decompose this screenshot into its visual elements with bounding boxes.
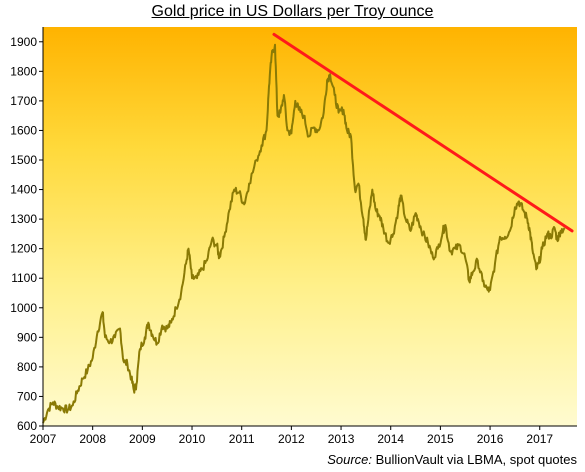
y-tick-label: 600: [17, 419, 37, 433]
y-tick-label: 1700: [10, 94, 37, 108]
source-label: Source:: [327, 452, 372, 467]
source-text: BullionVault via LBMA, spot quotes: [375, 452, 577, 467]
y-tick-label: 1200: [10, 242, 37, 256]
x-tick-label: 2017: [526, 432, 553, 446]
y-tick-label: 700: [17, 389, 37, 403]
x-tick-label: 2015: [427, 432, 454, 446]
y-tick-label: 1600: [10, 123, 37, 137]
x-tick-label: 2013: [328, 432, 355, 446]
x-tick-label: 2012: [278, 432, 305, 446]
x-tick-label: 2009: [129, 432, 156, 446]
x-tick-label: 2010: [179, 432, 206, 446]
x-tick-label: 2007: [30, 432, 57, 446]
source-caption: Source: BullionVault via LBMA, spot quot…: [327, 452, 577, 467]
x-tick-label: 2014: [377, 432, 404, 446]
x-tick-label: 2016: [477, 432, 504, 446]
plot-background: [43, 27, 577, 426]
y-tick-label: 1400: [10, 183, 37, 197]
y-tick-label: 1900: [10, 35, 37, 49]
x-tick-label: 2011: [229, 432, 255, 446]
y-tick-label: 1100: [11, 271, 37, 285]
y-tick-label: 1500: [10, 153, 37, 167]
gold-price-series-line: [42, 43, 566, 424]
y-tick-label: 900: [17, 330, 37, 344]
x-axis-ticks: 2007 2008 2009 2010 2011 2012 2013 2014 2015 2016…: [30, 426, 553, 446]
y-tick-label: 1800: [10, 64, 37, 78]
trend-line-annotation: [272, 32, 574, 233]
y-axis-ticks: 600 700 800 900 1000 1100 1200 1300 1400 1500 1600…: [10, 35, 43, 433]
y-tick-label: 800: [17, 360, 37, 374]
y-tick-label: 1000: [10, 301, 37, 315]
x-tick-label: 2008: [79, 432, 106, 446]
y-tick-label: 1300: [10, 212, 37, 226]
chart-title: Gold price in US Dollars per Troy ounce: [151, 3, 434, 20]
